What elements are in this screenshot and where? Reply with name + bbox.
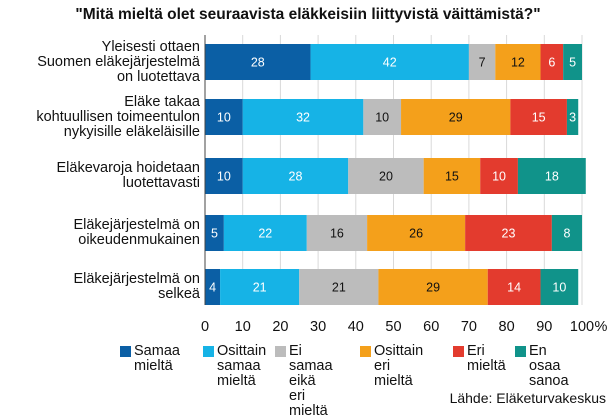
x-tick-label: 80: [499, 319, 515, 335]
data-label: 10: [375, 111, 389, 125]
legend-swatch: [360, 346, 371, 357]
x-tick-label: 0: [201, 319, 209, 335]
data-label: 20: [379, 170, 393, 184]
category-label: Eläkejärjestelmä on oikeudenmukainen: [73, 217, 200, 248]
data-label: 14: [507, 281, 521, 295]
data-label: 7: [479, 56, 486, 70]
bar-segment: [223, 215, 307, 251]
bar-segment: [540, 44, 564, 80]
source-note: Lähde: Eläketurvakeskus: [449, 390, 606, 406]
bar-segment: [480, 158, 518, 194]
data-label: 16: [330, 227, 344, 241]
bar-segment: [367, 215, 466, 251]
data-label: 8: [563, 227, 570, 241]
data-label: 21: [253, 281, 267, 295]
bar-segment: [299, 269, 379, 305]
bar-segment: [566, 99, 579, 135]
legend-swatch: [120, 346, 131, 357]
data-label: 10: [492, 170, 506, 184]
category-label: Eläkejärjestelmä on selkeä: [73, 271, 200, 302]
data-label: 28: [251, 56, 265, 70]
legend-label: Eri mieltä: [467, 343, 506, 374]
bar-segment: [465, 215, 552, 251]
legend-label: Osittain eri mieltä: [374, 343, 424, 389]
bar-segment: [205, 269, 221, 305]
data-label: 18: [545, 170, 559, 184]
data-label: 10: [217, 111, 231, 125]
category-label: Yleisesti ottaen Suomen eläkejärjestelmä…: [37, 38, 200, 85]
bar-segment: [205, 44, 311, 80]
legend-label: Ei samaa eikä eri mieltä: [289, 343, 333, 419]
bar-segment: [363, 99, 402, 135]
data-label: 5: [211, 227, 218, 241]
data-label: 26: [409, 227, 423, 241]
data-label: 3: [569, 111, 576, 125]
data-label: 32: [296, 111, 310, 125]
legend-label: En osaa sanoa: [529, 343, 569, 389]
bar-segment: [205, 99, 243, 135]
x-tick-label: 40: [348, 319, 364, 335]
bar-segment: [205, 215, 224, 251]
bar-segment: [495, 44, 541, 80]
legend-label: Osittain samaa mieltä: [217, 343, 267, 389]
bar-segment: [510, 99, 567, 135]
x-tick-label: 70: [461, 319, 477, 335]
bar-segment: [220, 269, 300, 305]
data-label: 15: [445, 170, 459, 184]
x-tick-label: 50: [385, 319, 401, 335]
data-label: 6: [548, 56, 555, 70]
data-label: 10: [552, 281, 566, 295]
bar-segment: [205, 158, 243, 194]
data-label: 23: [502, 227, 516, 241]
bar-segment: [423, 158, 481, 194]
bar-segment: [401, 99, 511, 135]
bar-segment: [242, 99, 364, 135]
legend-label: Samaa mieltä: [134, 343, 180, 374]
data-label: 42: [383, 56, 397, 70]
x-tick-label: 10: [235, 319, 251, 335]
bar-segment: [468, 44, 496, 80]
bar-segment: [378, 269, 488, 305]
legend-swatch: [515, 346, 526, 357]
data-label: 4: [209, 281, 216, 295]
data-label: 12: [511, 56, 525, 70]
bar-segment: [551, 215, 582, 251]
legend-swatch: [453, 346, 464, 357]
data-label: 10: [217, 170, 231, 184]
data-label: 28: [289, 170, 303, 184]
bar-segment: [540, 269, 579, 305]
data-label: 5: [569, 56, 576, 70]
category-label: Eläkevaroja hoidetaan luotettavasti: [56, 160, 201, 191]
x-tick-label: 100: [570, 319, 594, 335]
bar-segment: [517, 158, 586, 194]
data-label: 15: [532, 111, 546, 125]
bar-segment: [306, 215, 368, 251]
x-tick-label: 90: [536, 319, 552, 335]
chart-title: "Mitä mieltä olet seuraavista eläkkeisii…: [75, 6, 541, 23]
bar-segment: [348, 158, 424, 194]
category-label: Eläke takaa kohtuullisen toimeentulon ny…: [36, 93, 200, 140]
data-label: 21: [332, 281, 346, 295]
bar-segment: [487, 269, 541, 305]
data-label: 29: [449, 111, 463, 125]
x-tick-label: 30: [310, 319, 326, 335]
legend-swatch: [203, 346, 214, 357]
x-axis-unit: %: [595, 319, 608, 335]
bar-segment: [242, 158, 349, 194]
x-tick-label: 60: [423, 319, 439, 335]
x-tick-label: 20: [272, 319, 288, 335]
legend-swatch: [275, 346, 286, 357]
bar-segment: [563, 44, 582, 80]
data-label: 29: [426, 281, 440, 295]
data-label: 22: [258, 227, 272, 241]
bar-segment: [310, 44, 469, 80]
